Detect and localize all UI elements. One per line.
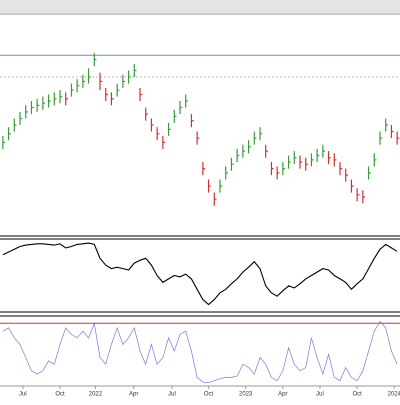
x-tick-label: Jul bbox=[168, 392, 176, 398]
x-tick-label: Apr bbox=[278, 392, 287, 398]
indicator-line bbox=[2, 320, 398, 384]
background bbox=[0, 13, 400, 395]
x-tick-label: Jul bbox=[316, 392, 324, 398]
x-tick-label: Apr bbox=[129, 392, 138, 398]
x-tick-label: 2024 bbox=[388, 392, 400, 398]
x-tick-label: 2022 bbox=[89, 392, 103, 398]
indicator-line bbox=[2, 242, 398, 306]
x-tick-label: 2023 bbox=[239, 392, 253, 398]
top-bar bbox=[0, 0, 400, 13]
x-tick-label: Oct bbox=[55, 392, 65, 398]
x-tick-label: Oct bbox=[204, 392, 214, 398]
x-tick-label: Oct bbox=[352, 392, 362, 398]
x-tick-label: Jul bbox=[19, 392, 27, 398]
